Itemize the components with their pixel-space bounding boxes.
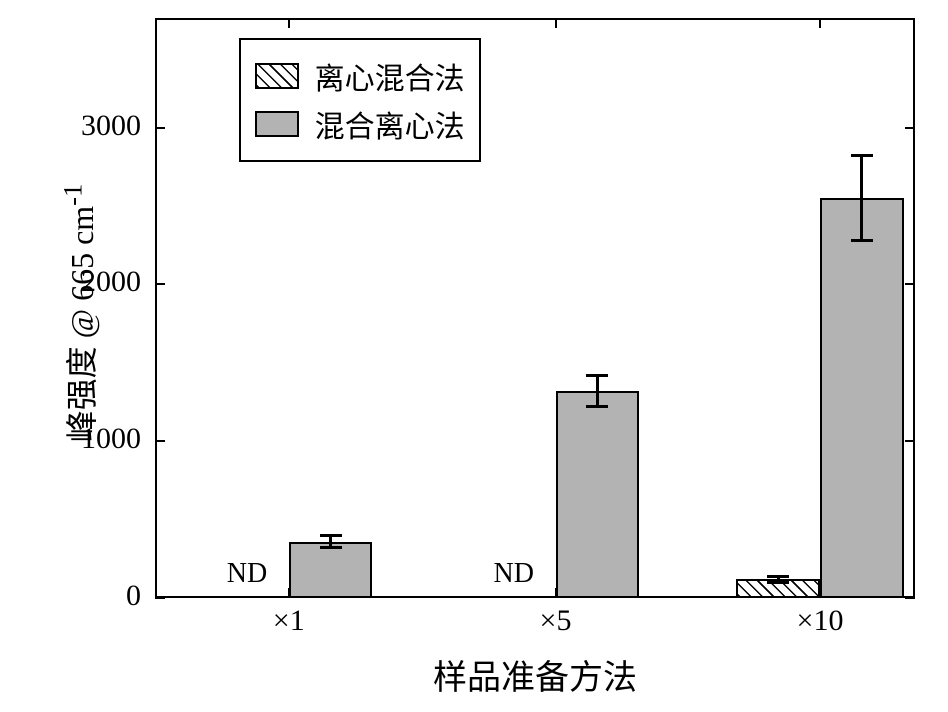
x-tick-mark [288, 18, 290, 28]
x-axis-title-text: 样品准备方法 [433, 660, 637, 697]
x-tick-mark [819, 18, 821, 28]
legend-row: 离心混合法 [255, 54, 465, 98]
y-tick-mark [905, 283, 915, 285]
error-bar-cap [851, 154, 873, 157]
y-tick-mark [155, 597, 165, 599]
error-bar [860, 156, 863, 241]
x-tick-label: ×10 [760, 604, 880, 638]
legend: 离心混合法混合离心法 [239, 38, 481, 162]
legend-row: 混合离心法 [255, 102, 465, 146]
legend-label: 离心混合法 [315, 54, 465, 98]
y-tick-mark [905, 597, 915, 599]
x-tick-label: ×5 [496, 604, 616, 638]
nd-label: ND [472, 558, 556, 590]
error-bar-cap [320, 546, 342, 549]
y-axis-title-text: 峰强度 @ 665 cm [64, 206, 100, 443]
error-bar-cap [320, 534, 342, 537]
y-axis-title: 峰强度 @ 665 cm-1 [57, 163, 103, 463]
y-tick-mark [155, 283, 165, 285]
error-bar [596, 375, 599, 406]
legend-swatch [255, 111, 299, 137]
legend-swatch [255, 63, 299, 89]
y-tick-label: 2000 [0, 265, 141, 299]
y-tick-mark [905, 127, 915, 129]
error-bar-cap [767, 581, 789, 584]
error-bar-cap [767, 575, 789, 578]
y-tick-label: 0 [0, 579, 141, 613]
chart-container: 峰强度 @ 665 cm-1 样品准备方法 0 1000 2000 3000 ×1 ×5 ×… [0, 0, 948, 712]
bar [556, 391, 640, 598]
y-tick-mark [155, 440, 165, 442]
x-axis-title: 样品准备方法 [155, 650, 915, 699]
error-bar-cap [586, 405, 608, 408]
bar [820, 198, 904, 598]
nd-label: ND [205, 558, 289, 590]
y-axis-title-sup: -1 [57, 184, 87, 206]
legend-label: 混合离心法 [315, 102, 465, 146]
bar [289, 542, 373, 598]
y-tick-mark [905, 440, 915, 442]
x-tick-label: ×1 [229, 604, 349, 638]
y-tick-label: 1000 [0, 422, 141, 456]
error-bar-cap [851, 239, 873, 242]
y-tick-label: 3000 [0, 109, 141, 143]
x-tick-mark [555, 18, 557, 28]
y-tick-mark [155, 127, 165, 129]
error-bar-cap [586, 374, 608, 377]
